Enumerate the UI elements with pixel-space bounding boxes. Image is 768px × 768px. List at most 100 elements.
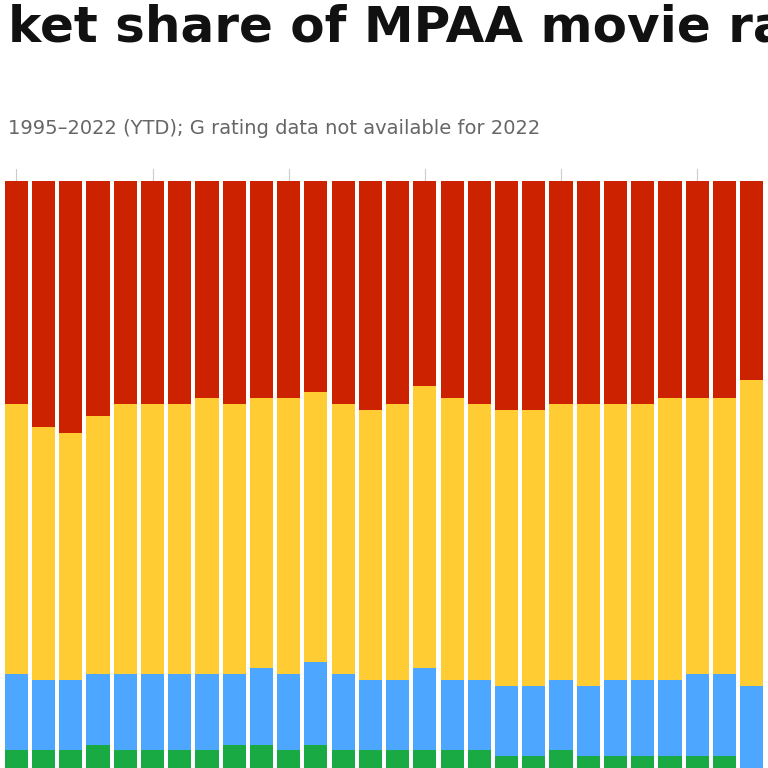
Bar	[441, 398, 464, 680]
Bar	[59, 433, 82, 680]
Bar	[549, 680, 573, 750]
Bar	[304, 662, 327, 744]
Bar	[332, 180, 355, 404]
Bar	[577, 756, 600, 768]
Bar	[5, 750, 28, 768]
Bar	[386, 180, 409, 404]
Bar	[277, 674, 300, 750]
Bar	[631, 404, 654, 680]
Bar	[468, 180, 491, 404]
Bar	[359, 180, 382, 410]
Bar	[604, 404, 627, 680]
Bar	[658, 398, 681, 680]
Bar	[522, 410, 545, 686]
Bar	[604, 680, 627, 756]
Bar	[658, 180, 681, 398]
Bar	[713, 674, 736, 756]
Bar	[141, 674, 164, 750]
Bar	[658, 756, 681, 768]
Bar	[59, 680, 82, 750]
Bar	[304, 392, 327, 662]
Bar	[168, 404, 191, 674]
Bar	[59, 180, 82, 433]
Bar	[522, 756, 545, 768]
Bar	[495, 686, 518, 756]
Bar	[87, 674, 110, 744]
Bar	[468, 680, 491, 750]
Bar	[250, 180, 273, 398]
Bar	[304, 744, 327, 768]
Bar	[87, 415, 110, 674]
Bar	[195, 398, 219, 674]
Bar	[631, 756, 654, 768]
Bar	[32, 180, 55, 427]
Bar	[495, 180, 518, 410]
Bar	[195, 674, 219, 750]
Text: 1995–2022 (YTD); G rating data not available for 2022: 1995–2022 (YTD); G rating data not avail…	[8, 119, 540, 138]
Bar	[141, 180, 164, 404]
Bar	[32, 427, 55, 680]
Bar	[195, 180, 219, 398]
Bar	[332, 674, 355, 750]
Bar	[277, 180, 300, 398]
Bar	[277, 750, 300, 768]
Bar	[441, 680, 464, 750]
Bar	[5, 404, 28, 674]
Bar	[549, 750, 573, 768]
Bar	[59, 750, 82, 768]
Bar	[522, 686, 545, 756]
Bar	[549, 404, 573, 680]
Bar	[441, 180, 464, 398]
Bar	[32, 750, 55, 768]
Bar	[658, 680, 681, 756]
Bar	[413, 750, 436, 768]
Bar	[468, 750, 491, 768]
Bar	[332, 404, 355, 674]
Bar	[441, 750, 464, 768]
Bar	[359, 750, 382, 768]
Bar	[413, 668, 436, 750]
Bar	[413, 180, 436, 386]
Bar	[359, 680, 382, 750]
Bar	[250, 744, 273, 768]
Bar	[223, 744, 246, 768]
Bar	[522, 180, 545, 410]
Bar	[413, 386, 436, 668]
Bar	[250, 668, 273, 744]
Bar	[223, 404, 246, 674]
Bar	[740, 380, 763, 686]
Bar	[686, 756, 709, 768]
Bar	[631, 180, 654, 404]
Bar	[168, 674, 191, 750]
Bar	[740, 180, 763, 380]
Bar	[141, 750, 164, 768]
Bar	[304, 180, 327, 392]
Bar	[713, 398, 736, 674]
Bar	[686, 674, 709, 756]
Bar	[468, 404, 491, 680]
Bar	[32, 680, 55, 750]
Bar	[495, 410, 518, 686]
Bar	[577, 686, 600, 756]
Bar	[114, 404, 137, 674]
Bar	[359, 410, 382, 680]
Bar	[713, 756, 736, 768]
Bar	[686, 398, 709, 674]
Bar	[168, 180, 191, 404]
Bar	[141, 404, 164, 674]
Bar	[277, 398, 300, 674]
Bar	[87, 744, 110, 768]
Bar	[604, 180, 627, 404]
Bar	[386, 680, 409, 750]
Bar	[223, 674, 246, 744]
Bar	[332, 750, 355, 768]
Bar	[686, 180, 709, 398]
Bar	[87, 180, 110, 415]
Bar	[713, 180, 736, 398]
Bar	[495, 756, 518, 768]
Bar	[114, 674, 137, 750]
Bar	[250, 398, 273, 668]
Bar	[114, 180, 137, 404]
Bar	[195, 750, 219, 768]
Bar	[549, 180, 573, 404]
